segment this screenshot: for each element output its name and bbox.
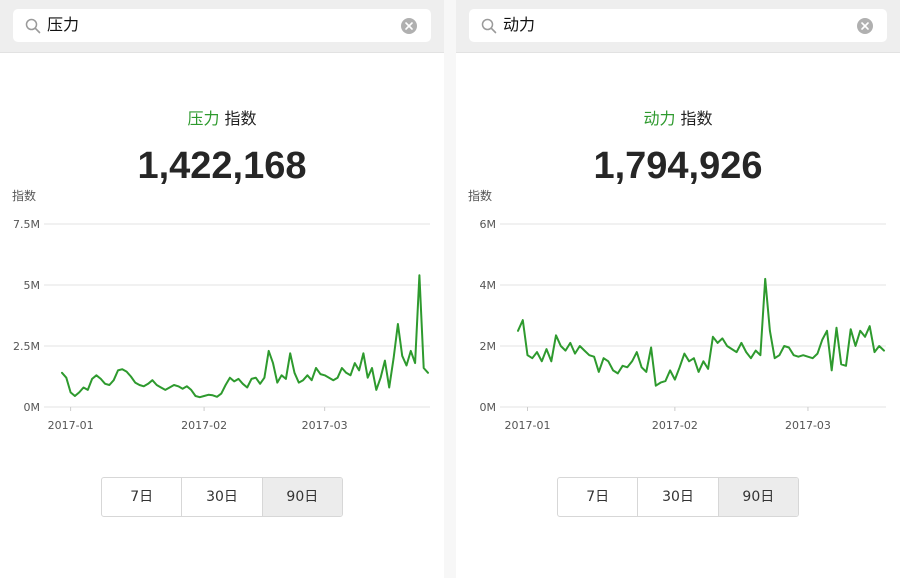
- clear-icon[interactable]: [401, 18, 417, 34]
- tab-90-days[interactable]: 90日: [261, 478, 342, 516]
- search-icon: [481, 18, 497, 34]
- search-input[interactable]: 动力: [469, 9, 887, 42]
- x-tick-label: 2017-03: [785, 419, 831, 432]
- search-bar: 动力: [456, 0, 900, 53]
- index-value: 1,422,168: [137, 145, 307, 187]
- x-tick-label: 2017-01: [505, 419, 551, 432]
- y-axis-label: 指数: [468, 188, 492, 203]
- tab-7-days[interactable]: 7日: [130, 489, 154, 505]
- y-tick-label: 2M: [480, 340, 497, 353]
- panel-divider: [444, 0, 456, 578]
- range-tabs: 7日 30日 90日: [557, 477, 799, 517]
- search-input[interactable]: 压力: [13, 9, 431, 42]
- index-value: 1,794,926: [593, 145, 763, 187]
- index-panel-right: 动力 动力 指数 1,794,926 指数 0M 2M 4M 6M 2017-01 2017…: [456, 0, 900, 578]
- range-tabs: 7日 30日 90日: [101, 477, 343, 517]
- y-tick-label: 5M: [24, 279, 41, 292]
- series-line: [61, 274, 429, 399]
- y-tick-label: 7.5M: [13, 218, 40, 231]
- x-tick-label: 2017-01: [48, 419, 94, 432]
- search-icon: [25, 18, 41, 34]
- clear-icon[interactable]: [857, 18, 873, 34]
- tab-30-days[interactable]: 30日: [181, 478, 261, 516]
- tab-7-days[interactable]: 7日: [586, 489, 610, 505]
- title-suffix: 指数: [219, 109, 257, 128]
- x-tick-label: 2017-02: [652, 419, 698, 432]
- title-suffix: 指数: [675, 109, 713, 128]
- y-axis-label: 指数: [12, 188, 36, 203]
- search-bar: 压力: [0, 0, 444, 53]
- index-line-chart: 指数 0M 2M 4M 6M 2017-01 2017-02 2017-03: [468, 188, 886, 432]
- y-tick-label: 6M: [480, 218, 497, 231]
- x-tick-label: 2017-02: [181, 419, 227, 432]
- index-title: 动力 指数: [456, 108, 900, 130]
- title-keyword: 压力: [187, 109, 220, 128]
- series-line: [517, 277, 885, 387]
- x-tick-label: 2017-03: [302, 419, 348, 432]
- y-tick-label: 0M: [480, 401, 497, 414]
- y-tick-label: 4M: [480, 279, 497, 292]
- y-tick-label: 0M: [24, 401, 41, 414]
- index-panel-left: 压力 压力 指数 1,422,168 指数 0M 2.5M 5M 7.5M 2017-01…: [0, 0, 444, 578]
- tab-30-days[interactable]: 30日: [637, 478, 717, 516]
- search-query: 动力: [503, 15, 536, 34]
- title-keyword: 动力: [643, 109, 676, 128]
- tab-90-days[interactable]: 90日: [717, 478, 798, 516]
- index-line-chart: 指数 0M 2.5M 5M 7.5M 2017-01 2017-02 2017-03: [12, 188, 430, 432]
- search-query: 压力: [47, 15, 80, 34]
- index-title: 压力 指数: [0, 108, 444, 130]
- y-tick-label: 2.5M: [13, 340, 40, 353]
